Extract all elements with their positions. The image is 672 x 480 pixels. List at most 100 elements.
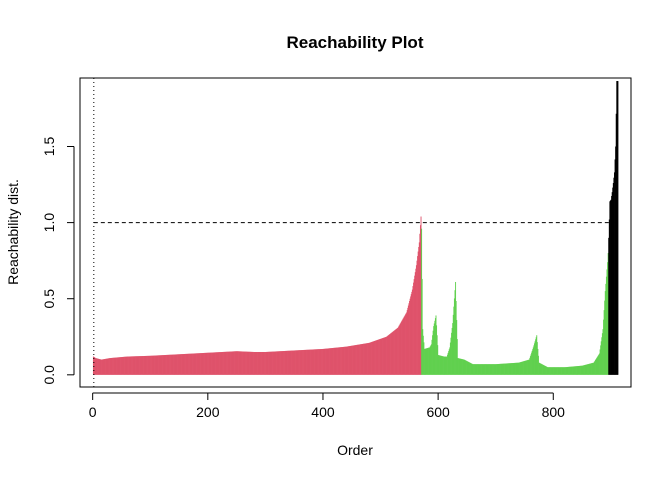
bar [125, 356, 127, 375]
bar [219, 352, 221, 375]
bar [481, 364, 482, 375]
bar [566, 367, 568, 375]
bar [97, 358, 99, 375]
bar [396, 328, 398, 375]
bar [527, 360, 529, 375]
bar [278, 351, 280, 375]
bar [339, 347, 341, 375]
bar [149, 355, 151, 375]
bar [607, 262, 609, 375]
bar [188, 353, 190, 375]
bar [565, 367, 567, 375]
bar [449, 342, 451, 375]
bar [430, 345, 432, 375]
bar [105, 358, 106, 375]
bar [359, 344, 361, 375]
bar [190, 353, 192, 375]
marks-layer [93, 78, 615, 387]
bar [426, 348, 428, 375]
bar [516, 362, 518, 375]
bar [194, 353, 196, 375]
bar [535, 339, 537, 375]
bar [373, 341, 375, 375]
bar [252, 351, 254, 375]
x-axis-label: Order [337, 442, 373, 458]
bar [200, 353, 202, 375]
bar [121, 357, 123, 375]
bar [296, 350, 298, 375]
bar [213, 352, 215, 375]
bar [256, 351, 258, 375]
bar [498, 363, 500, 375]
bar [232, 351, 234, 375]
bar [200, 353, 201, 375]
bar [227, 351, 229, 375]
bar [428, 347, 430, 375]
bar [196, 353, 198, 375]
bar [561, 367, 563, 375]
bar [95, 358, 97, 375]
bar [171, 354, 173, 375]
bar [113, 357, 115, 375]
bar [397, 327, 399, 375]
bar [546, 366, 548, 375]
bar [286, 350, 288, 375]
bar [392, 331, 394, 375]
x-tick-label: 200 [196, 404, 220, 420]
bar [183, 354, 185, 375]
bar [238, 351, 240, 375]
bar [186, 353, 188, 375]
bar [282, 351, 284, 375]
bar [488, 364, 490, 375]
bar [533, 345, 535, 375]
bar [198, 353, 200, 375]
bar [459, 358, 461, 375]
bar [369, 342, 371, 375]
bar [338, 347, 340, 375]
bar [251, 351, 253, 375]
bar [598, 354, 600, 375]
bar [425, 348, 427, 375]
bar [229, 351, 231, 375]
bar [274, 351, 276, 375]
bar [268, 351, 270, 375]
bar [510, 363, 512, 375]
bar [605, 276, 607, 375]
bar [478, 364, 480, 375]
bar [498, 363, 500, 375]
bar [184, 353, 186, 375]
bar [139, 356, 141, 375]
bar [112, 357, 114, 375]
bar [142, 356, 144, 375]
bar [234, 351, 235, 375]
bar [555, 367, 557, 375]
bar [236, 351, 238, 375]
bar [312, 349, 314, 375]
bar [179, 354, 181, 375]
bar [227, 351, 229, 375]
bar [392, 331, 394, 375]
bar [118, 357, 120, 375]
bar [405, 313, 407, 375]
bar [333, 347, 334, 375]
bar [509, 363, 511, 375]
bar [251, 351, 253, 375]
bar [139, 356, 140, 375]
bar [469, 362, 471, 375]
bar [354, 345, 356, 375]
bar [578, 365, 580, 375]
bar [417, 256, 419, 375]
bar [500, 363, 501, 375]
bar [157, 355, 159, 375]
bar [398, 326, 400, 375]
bar [530, 354, 532, 375]
bar [292, 350, 294, 375]
bar [210, 352, 212, 375]
bar [570, 366, 572, 375]
bar [223, 351, 225, 375]
bar [514, 362, 516, 375]
bar [389, 334, 391, 375]
bar [550, 367, 552, 375]
bar [207, 352, 209, 375]
bar [109, 358, 111, 375]
